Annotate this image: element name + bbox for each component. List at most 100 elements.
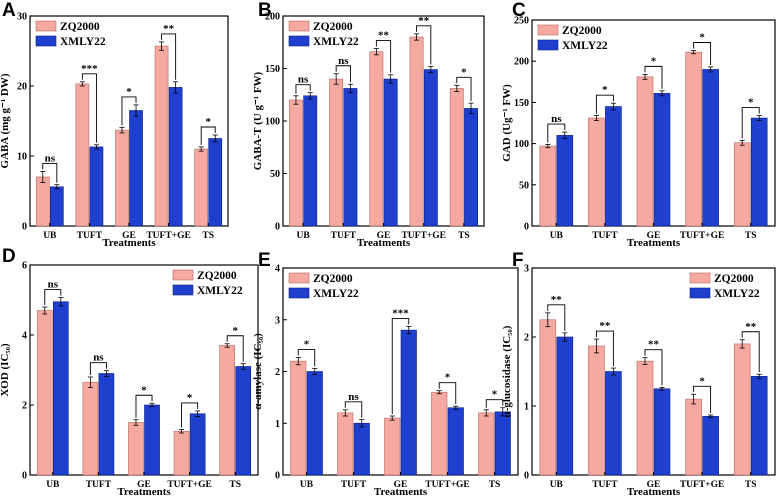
- y-tick-label: 1: [524, 402, 529, 413]
- legend-swatch-xmly22: [172, 284, 194, 296]
- bar-zq2000: [154, 45, 169, 227]
- x-tick-label: UB: [43, 231, 57, 241]
- bar-xmly22: [343, 88, 358, 227]
- significance-label: *: [461, 66, 467, 78]
- y-tick-label: 0: [524, 471, 529, 482]
- significance-label: ns: [338, 55, 349, 67]
- legend-label-xmly22: XMLY22: [197, 285, 243, 297]
- significance-label: *: [232, 325, 238, 337]
- bar-zq2000: [449, 88, 464, 227]
- y-tick-label: 0: [22, 471, 27, 482]
- bar-zq2000: [384, 417, 401, 476]
- x-tick-label: GE: [122, 231, 136, 241]
- y-axis-label: GAD (Ug⁻¹ FW): [501, 84, 513, 162]
- significance-label: ns: [45, 152, 56, 164]
- bar-xmly22: [49, 186, 64, 227]
- significance-bracket: [693, 385, 712, 413]
- significance-label: ***: [392, 307, 409, 319]
- y-tick-label: 3: [275, 315, 280, 326]
- legend-swatch-xmly22: [288, 287, 310, 299]
- significance-bracket: [693, 42, 712, 65]
- bar-zq2000: [733, 142, 751, 227]
- y-tick-label: 250: [514, 16, 529, 27]
- significance-bracket: [375, 40, 392, 73]
- significance-label: **: [418, 15, 430, 27]
- bar-zq2000: [733, 343, 751, 476]
- legend-label-xmly22: XMLY22: [60, 36, 106, 48]
- legend-label-zq2000: ZQ2000: [313, 273, 353, 285]
- bar-xmly22: [494, 411, 511, 476]
- y-axis-label: GABA-T (U g⁻¹ FW): [252, 71, 264, 170]
- x-tick-label: UB: [550, 231, 564, 241]
- bar-zq2000: [194, 148, 209, 227]
- significance-bracket: [81, 73, 97, 143]
- significance-label: ns: [298, 74, 309, 86]
- x-tick-label: TS: [745, 231, 757, 241]
- bar-zq2000: [173, 430, 190, 476]
- bar-zq2000: [82, 381, 99, 476]
- bar-zq2000: [539, 319, 557, 476]
- bar-zq2000: [431, 391, 448, 476]
- significance-bracket: [335, 65, 351, 83]
- y-tick-label: 0: [22, 222, 27, 233]
- legend-label-zq2000: ZQ2000: [714, 273, 754, 285]
- y-tick-label: 2: [524, 333, 529, 344]
- significance-bracket: [295, 84, 311, 94]
- significance-label: ns: [348, 391, 359, 403]
- x-tick-label: TUFT+GE: [401, 231, 445, 241]
- bar-zq2000: [685, 51, 702, 227]
- legend-swatch-zq2000: [537, 24, 559, 36]
- significance-label: *: [126, 86, 132, 98]
- significance-label: *: [699, 375, 705, 387]
- y-tick-label: 150: [514, 98, 529, 109]
- bar-zq2000: [290, 360, 307, 476]
- bar-zq2000: [337, 412, 354, 476]
- x-tick-label: TS: [745, 480, 757, 490]
- x-tick-label: GE: [394, 480, 408, 490]
- y-tick-label: 200: [265, 12, 280, 23]
- bar-zq2000: [329, 78, 344, 227]
- significance-label: ***: [81, 63, 98, 75]
- significance-label: *: [699, 31, 705, 43]
- significance-label: *: [304, 339, 310, 351]
- significance-bracket: [438, 382, 457, 405]
- bar-xmly22: [702, 416, 719, 476]
- x-tick-label: TUFT: [341, 480, 367, 490]
- x-tick-label: UB: [300, 480, 314, 490]
- x-axis-label: Treatments: [374, 486, 428, 496]
- significance-label: *: [748, 97, 754, 109]
- x-tick-label: UB: [46, 480, 60, 490]
- significance-label: **: [163, 23, 175, 35]
- x-tick-label: TUFT+GE: [680, 480, 724, 490]
- x-tick-label: TUFT+GE: [167, 480, 211, 490]
- y-tick-label: 10: [17, 152, 27, 163]
- bar-xmly22: [306, 371, 323, 476]
- x-tick-label: TUFT: [77, 231, 103, 241]
- x-axis-label: Treatments: [117, 486, 171, 496]
- legend-swatch-zq2000: [689, 272, 711, 284]
- bar-zq2000: [369, 51, 384, 227]
- y-tick-label: 100: [514, 139, 529, 150]
- bar-xmly22: [383, 78, 398, 227]
- significance-bracket: [200, 126, 216, 145]
- y-tick-label: 2: [275, 367, 280, 378]
- legend-label-zq2000: ZQ2000: [562, 25, 602, 37]
- panel-letter: F: [512, 250, 524, 271]
- bar-zq2000: [36, 310, 53, 476]
- legend-label-xmly22: XMLY22: [313, 36, 359, 48]
- bar-xmly22: [423, 69, 438, 227]
- x-axis-label: Treatments: [102, 237, 156, 249]
- x-tick-label: GE: [377, 231, 391, 241]
- significance-label: *: [492, 389, 498, 401]
- y-tick-label: 4: [22, 331, 27, 342]
- y-tick-label: 30: [17, 12, 27, 23]
- significance-label: ns: [48, 279, 59, 291]
- panel-letter: B: [258, 0, 272, 21]
- significance-bracket: [44, 289, 62, 305]
- x-tick-label: TUFT: [331, 231, 357, 241]
- y-tick-label: 2: [22, 401, 27, 412]
- bar-xmly22: [605, 371, 622, 476]
- x-tick-label: TUFT: [592, 231, 618, 241]
- legend-label-zq2000: ZQ2000: [313, 21, 353, 33]
- significance-bracket: [416, 25, 432, 65]
